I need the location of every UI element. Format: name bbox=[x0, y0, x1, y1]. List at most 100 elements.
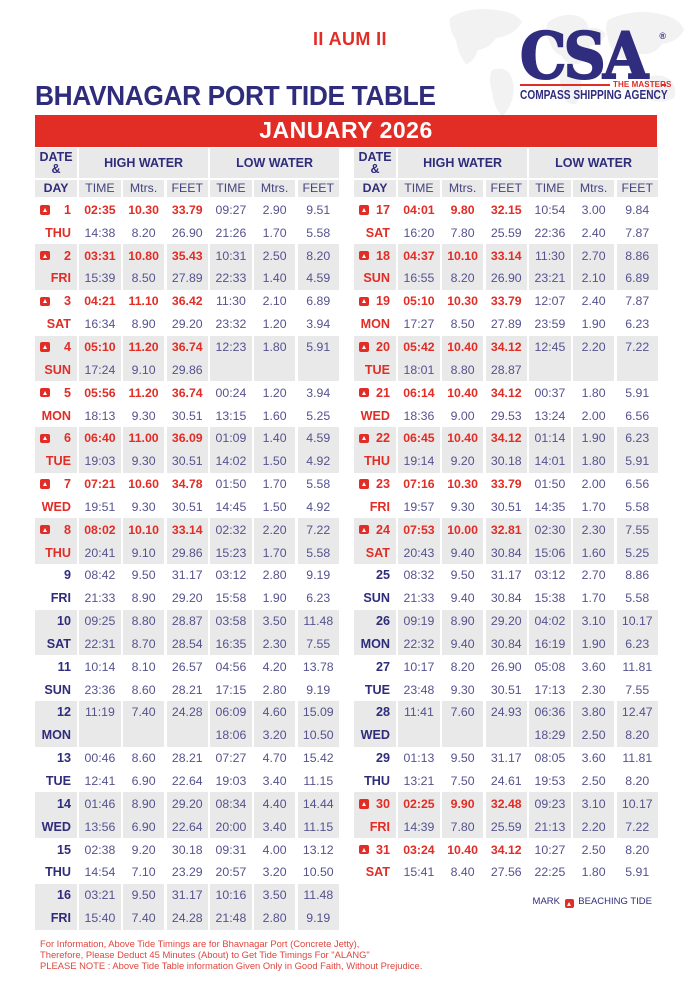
beaching-tide-icon bbox=[40, 387, 50, 398]
low-water-value: 5.25 bbox=[297, 404, 339, 427]
low-water-value: 11.15 bbox=[297, 769, 339, 793]
day-name-cell: THU bbox=[354, 769, 396, 793]
day-number-cell: 27 bbox=[354, 655, 396, 679]
high-water-value: 04:37 bbox=[398, 244, 440, 268]
high-water-value: 29.53 bbox=[485, 404, 527, 427]
tide-row-date: 12 11:19 7.40 24.28 06:09 4.60 15.09 bbox=[35, 701, 339, 724]
low-water-value: 5.91 bbox=[616, 860, 658, 884]
low-water-value: 2.80 bbox=[253, 678, 296, 702]
low-water-value: 3.50 bbox=[253, 883, 296, 907]
day-number: 19 bbox=[375, 294, 390, 309]
high-water-value: 29.20 bbox=[166, 586, 208, 610]
tide-row-day-name: THU 19:14 9.20 30.18 14:01 1.80 5.91 bbox=[354, 449, 658, 473]
logo-underline-dash bbox=[661, 83, 666, 86]
high-water-value: 9.40 bbox=[441, 632, 484, 656]
low-water-value: 14:35 bbox=[529, 495, 571, 519]
high-water-value: 04:21 bbox=[79, 289, 121, 313]
high-water-value: 18:36 bbox=[398, 404, 440, 427]
high-water-value: 27.89 bbox=[166, 267, 208, 290]
high-water-value: 9.10 bbox=[122, 541, 165, 564]
low-water-value: 20:00 bbox=[210, 815, 252, 839]
low-water-value: 1.70 bbox=[253, 221, 296, 245]
low-water-value: 16:35 bbox=[210, 632, 252, 656]
low-water-value: 11:30 bbox=[529, 244, 571, 268]
day-number-cell: 21 bbox=[354, 381, 396, 405]
high-water-value: 32.81 bbox=[485, 518, 527, 542]
day-number: 10 bbox=[56, 614, 71, 629]
high-water-value: 28.87 bbox=[166, 609, 208, 633]
high-water-value: 10:17 bbox=[398, 655, 440, 679]
day-name-cell: SAT bbox=[354, 221, 396, 245]
day-name-cell: SUN bbox=[35, 678, 77, 702]
col-header-high-water: HIGH WATER bbox=[79, 148, 208, 178]
day-number: 6 bbox=[63, 431, 71, 446]
low-water-value: 5.58 bbox=[297, 541, 339, 564]
high-water-value: 26.90 bbox=[485, 655, 527, 679]
low-water-value bbox=[253, 358, 296, 382]
tide-row-date: 24 07:53 10.00 32.81 02:30 2.30 7.55 bbox=[354, 518, 658, 542]
low-water-value: 1.20 bbox=[253, 381, 296, 405]
low-water-value: 01:50 bbox=[529, 472, 571, 496]
low-water-value: 10:27 bbox=[529, 838, 571, 861]
low-water-value: 2.20 bbox=[253, 518, 296, 542]
tide-row-day-name: WED 18:29 2.50 8.20 bbox=[354, 723, 658, 747]
tide-row-day-name: SAT 20:43 9.40 30.84 15:06 1.60 5.25 bbox=[354, 541, 658, 564]
day-number-cell: 23 bbox=[354, 472, 396, 496]
high-water-value: 03:31 bbox=[79, 244, 121, 268]
tide-row-date: 2 03:31 10.80 35.43 10:31 2.50 8.20 bbox=[35, 244, 339, 268]
low-water-value: 6.23 bbox=[616, 426, 658, 450]
low-water-value: 7.22 bbox=[616, 335, 658, 359]
beaching-tide-icon bbox=[40, 250, 50, 261]
beaching-tide-icon bbox=[359, 799, 369, 809]
tide-row-date: 16 03:21 9.50 31.17 10:16 3.50 11.48 bbox=[35, 883, 339, 907]
high-water-value: 7.40 bbox=[122, 906, 165, 930]
day-name-cell: SAT bbox=[35, 632, 77, 656]
day-number-cell: 15 bbox=[35, 838, 77, 861]
low-water-value: 21:48 bbox=[210, 906, 252, 930]
tide-row-date: 5 05:56 11.20 36.74 00:24 1.20 3.94 bbox=[35, 381, 339, 405]
low-water-value: 7.87 bbox=[616, 221, 658, 245]
high-water-value: 6.90 bbox=[122, 769, 165, 793]
high-water-value: 31.17 bbox=[166, 564, 208, 587]
day-number-cell: 19 bbox=[354, 289, 396, 313]
low-water-value: 21:13 bbox=[529, 815, 571, 839]
day-name-cell: SAT bbox=[354, 860, 396, 884]
amp-label: & bbox=[370, 161, 380, 176]
low-water-value: 14.44 bbox=[297, 792, 339, 816]
low-water-value: 6.56 bbox=[616, 404, 658, 427]
high-water-value: 8.20 bbox=[441, 267, 484, 290]
tide-row-date: 21 06:14 10.40 34.12 00:37 1.80 5.91 bbox=[354, 381, 658, 405]
high-water-value: 02:35 bbox=[79, 198, 121, 222]
high-water-value: 29.86 bbox=[166, 358, 208, 382]
high-water-value: 16:55 bbox=[398, 267, 440, 290]
low-water-value: 15:38 bbox=[529, 586, 571, 610]
tide-row-day-name: MON 22:32 9.40 30.84 16:19 1.90 6.23 bbox=[354, 632, 658, 656]
footer-notes: For Information, Above Tide Timings are … bbox=[40, 938, 422, 972]
low-water-value: 11.81 bbox=[616, 746, 658, 770]
day-name-cell: THU bbox=[35, 541, 77, 564]
day-number: 22 bbox=[375, 431, 390, 446]
high-water-value: 29.20 bbox=[485, 609, 527, 633]
low-water-value: 05:08 bbox=[529, 655, 571, 679]
high-water-value: 8.90 bbox=[122, 792, 165, 816]
day-number-cell: 5 bbox=[35, 381, 77, 405]
low-water-value bbox=[616, 358, 658, 382]
low-water-value: 1.40 bbox=[253, 267, 296, 290]
low-water-value: 02:32 bbox=[210, 518, 252, 542]
low-water-value: 3.80 bbox=[572, 701, 615, 724]
low-water-value: 11.81 bbox=[616, 655, 658, 679]
low-water-value: 7.87 bbox=[616, 289, 658, 313]
day-number: 3 bbox=[63, 294, 71, 309]
low-water-value: 10:54 bbox=[529, 198, 571, 222]
high-water-value: 20:43 bbox=[398, 541, 440, 564]
tide-row-day-name: FRI 15:39 8.50 27.89 22:33 1.40 4.59 bbox=[35, 267, 339, 290]
low-water-value: 6.23 bbox=[616, 312, 658, 336]
day-number: 20 bbox=[375, 339, 390, 354]
col-header-hw-feet: FEET bbox=[485, 179, 527, 197]
col-header-lw-mtrs: Mtrs. bbox=[253, 179, 296, 197]
high-water-value: 7.10 bbox=[122, 860, 165, 884]
low-water-value: 9.19 bbox=[297, 678, 339, 702]
low-water-value: 3.60 bbox=[572, 746, 615, 770]
high-water-value: 22:32 bbox=[398, 632, 440, 656]
tide-row-day-name: THU 13:21 7.50 24.61 19:53 2.50 8.20 bbox=[354, 769, 658, 793]
